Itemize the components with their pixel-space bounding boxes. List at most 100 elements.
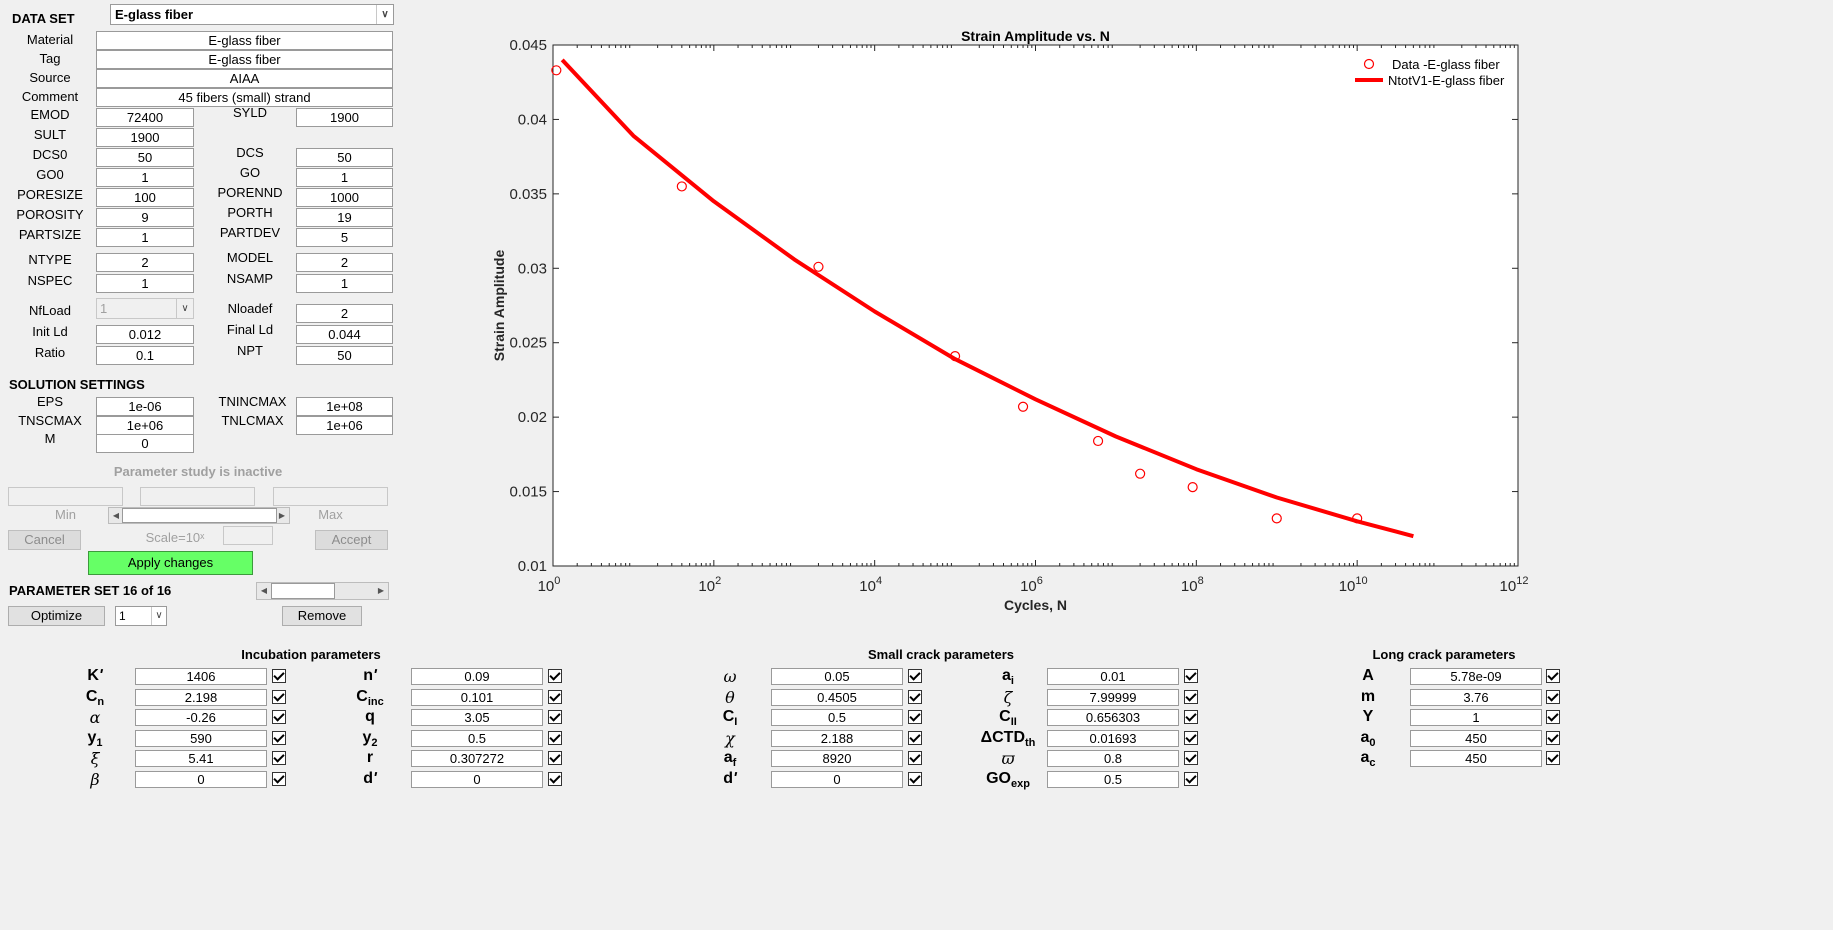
param-field[interactable]: 2	[96, 253, 194, 272]
panel-param-field[interactable]: 5.78e-09	[1410, 668, 1542, 685]
checkbox-checked-icon[interactable]	[1184, 772, 1198, 786]
checkbox-checked-icon[interactable]	[272, 772, 286, 786]
slider-thumb[interactable]	[122, 508, 277, 523]
panel-param-field[interactable]: 2.198	[135, 689, 267, 706]
panel-param-field[interactable]: 450	[1410, 750, 1542, 767]
panel-param-field[interactable]: 0.5	[411, 730, 543, 747]
param-field[interactable]: 1	[96, 228, 194, 247]
slider-left-arrow-icon[interactable]: ◀	[112, 511, 120, 520]
param-field[interactable]: 5	[296, 228, 393, 247]
scale-field[interactable]	[223, 526, 273, 545]
checkbox-checked-icon[interactable]	[272, 710, 286, 724]
panel-param-field[interactable]: 7.99999	[1047, 689, 1179, 706]
checkbox-checked-icon[interactable]	[908, 751, 922, 765]
panel-param-field[interactable]: 0.101	[411, 689, 543, 706]
apply-changes-button[interactable]: Apply changes	[88, 551, 253, 575]
param-field[interactable]: 72400	[96, 108, 194, 127]
solution-field[interactable]: 1e-06	[96, 397, 194, 416]
slider-right-arrow-icon[interactable]: ▶	[278, 511, 286, 520]
checkbox-checked-icon[interactable]	[1546, 710, 1560, 724]
param-field[interactable]: 1900	[296, 108, 393, 127]
panel-param-field[interactable]: 590	[135, 730, 267, 747]
checkbox-checked-icon[interactable]	[548, 751, 562, 765]
checkbox-checked-icon[interactable]	[548, 772, 562, 786]
panel-param-field[interactable]: 0.8	[1047, 750, 1179, 767]
param-field[interactable]: 0.012	[96, 325, 194, 344]
param-field[interactable]: 50	[96, 148, 194, 167]
nfload-dropdown[interactable]: 1 ∨	[96, 298, 194, 319]
param-field[interactable]: 1	[96, 274, 194, 293]
checkbox-checked-icon[interactable]	[548, 690, 562, 704]
param-field[interactable]: 1	[96, 168, 194, 187]
param-field[interactable]: 1900	[96, 128, 194, 147]
remove-button[interactable]: Remove	[282, 606, 362, 626]
checkbox-checked-icon[interactable]	[272, 731, 286, 745]
panel-param-field[interactable]: 0.5	[1047, 771, 1179, 788]
checkbox-checked-icon[interactable]	[272, 690, 286, 704]
solution-field[interactable]: 1e+08	[296, 397, 393, 416]
panel-param-field[interactable]: 0.01	[1047, 668, 1179, 685]
param-field[interactable]: 19	[296, 208, 393, 227]
checkbox-checked-icon[interactable]	[1184, 751, 1198, 765]
study-slider[interactable]: ◀ ▶	[108, 507, 290, 524]
paramset-dropdown[interactable]: 1 ∨	[115, 606, 167, 626]
param-field[interactable]: 1000	[296, 188, 393, 207]
solution-field[interactable]: 1e+06	[96, 416, 194, 435]
param-field[interactable]: 0.044	[296, 325, 393, 344]
checkbox-checked-icon[interactable]	[1184, 710, 1198, 724]
solution-field[interactable]: 1e+06	[296, 416, 393, 435]
panel-param-field[interactable]: 1406	[135, 668, 267, 685]
panel-param-field[interactable]: 0.307272	[411, 750, 543, 767]
panel-param-field[interactable]: 0.09	[411, 668, 543, 685]
panel-param-field[interactable]: 0.01693	[1047, 730, 1179, 747]
panel-param-field[interactable]: 0.4505	[771, 689, 903, 706]
panel-param-field[interactable]: 0	[135, 771, 267, 788]
panel-param-field[interactable]: 0.656303	[1047, 709, 1179, 726]
checkbox-checked-icon[interactable]	[548, 669, 562, 683]
panel-param-field[interactable]: 1	[1410, 709, 1542, 726]
panel-param-field[interactable]: 5.41	[135, 750, 267, 767]
study-mid-field[interactable]	[140, 487, 255, 506]
info-field[interactable]: E-glass fiber	[96, 50, 393, 69]
checkbox-checked-icon[interactable]	[1546, 690, 1560, 704]
info-field[interactable]: 45 fibers (small) strand	[96, 88, 393, 107]
paramset-right-arrow-icon[interactable]: ▶	[377, 586, 385, 595]
checkbox-checked-icon[interactable]	[272, 751, 286, 765]
checkbox-checked-icon[interactable]	[548, 731, 562, 745]
checkbox-checked-icon[interactable]	[1184, 731, 1198, 745]
checkbox-checked-icon[interactable]	[908, 669, 922, 683]
checkbox-checked-icon[interactable]	[1546, 731, 1560, 745]
parameter-set-slider[interactable]: ◀ ▶	[256, 582, 389, 600]
panel-param-field[interactable]: 0.05	[771, 668, 903, 685]
param-field[interactable]: 2	[296, 253, 393, 272]
panel-param-field[interactable]: 0	[771, 771, 903, 788]
panel-param-field[interactable]: -0.26	[135, 709, 267, 726]
panel-param-field[interactable]: 3.05	[411, 709, 543, 726]
study-max-field[interactable]	[273, 487, 388, 506]
param-field[interactable]: 2	[296, 304, 393, 323]
info-field[interactable]: E-glass fiber	[96, 31, 393, 50]
checkbox-checked-icon[interactable]	[1184, 669, 1198, 683]
checkbox-checked-icon[interactable]	[1546, 751, 1560, 765]
cancel-button[interactable]: Cancel	[8, 530, 81, 550]
checkbox-checked-icon[interactable]	[908, 772, 922, 786]
checkbox-checked-icon[interactable]	[908, 731, 922, 745]
param-field[interactable]: 100	[96, 188, 194, 207]
param-field[interactable]: 50	[296, 346, 393, 365]
dataset-dropdown[interactable]: E-glass fiber ∨	[110, 4, 394, 25]
checkbox-checked-icon[interactable]	[272, 669, 286, 683]
panel-param-field[interactable]: 0	[411, 771, 543, 788]
param-field[interactable]: 1	[296, 168, 393, 187]
info-field[interactable]: AIAA	[96, 69, 393, 88]
checkbox-checked-icon[interactable]	[548, 710, 562, 724]
checkbox-checked-icon[interactable]	[1546, 669, 1560, 683]
panel-param-field[interactable]: 0.5	[771, 709, 903, 726]
optimize-button[interactable]: Optimize	[8, 606, 105, 626]
paramset-left-arrow-icon[interactable]: ◀	[260, 586, 268, 595]
checkbox-checked-icon[interactable]	[908, 710, 922, 724]
panel-param-field[interactable]: 450	[1410, 730, 1542, 747]
panel-param-field[interactable]: 2.188	[771, 730, 903, 747]
param-field[interactable]: 1	[296, 274, 393, 293]
panel-param-field[interactable]: 3.76	[1410, 689, 1542, 706]
checkbox-checked-icon[interactable]	[908, 690, 922, 704]
